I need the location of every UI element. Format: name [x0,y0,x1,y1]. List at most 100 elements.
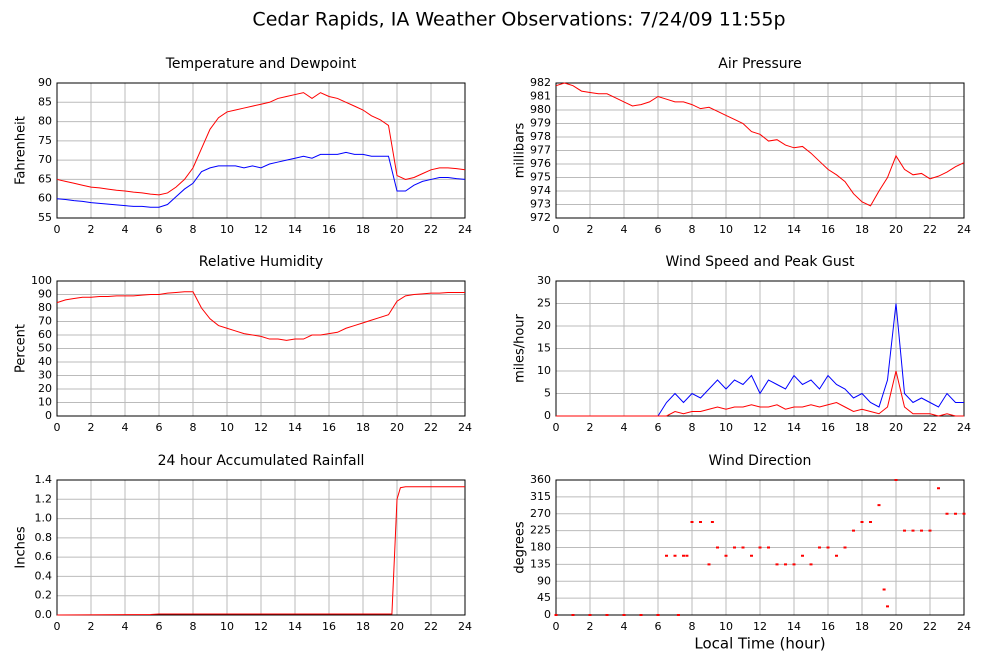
y-tick-label: 135 [530,557,551,570]
y-tick-label: 60 [38,328,52,341]
y-tick-label: 0.8 [35,531,53,544]
x-tick-label: 22 [424,421,438,434]
data-point [860,521,864,523]
data-point [809,563,813,566]
plot-frame [555,82,965,219]
y-tick-label: 976 [530,157,551,170]
x-tick-label: 6 [655,223,662,236]
plot-frame [555,479,965,616]
y-tick-label: 55 [38,211,52,224]
y-tick-label: 980 [530,103,551,116]
y-tick-label: 978 [530,130,551,143]
x-tick-label: 0 [553,223,560,236]
x-tick-label: 4 [621,620,628,633]
data-point [775,563,779,566]
data-point [835,554,838,557]
data-line [56,92,466,196]
data-line [56,486,465,616]
y-tick-label: 5 [544,387,551,400]
x-tick-label: 0 [553,620,560,633]
y-tick-label: 90 [537,574,551,587]
y-tick-label: 1.2 [35,492,53,505]
data-point [784,563,787,566]
y-tick-label: 70 [38,153,52,166]
y-tick-label: 225 [530,524,551,537]
y-axis-label: degrees [513,521,528,574]
chart-title: Temperature and Dewpoint [165,56,357,72]
x-tick-label: 4 [122,223,129,236]
x-tick-label: 2 [88,620,95,633]
x-tick-label: 22 [424,620,438,633]
data-point [818,546,821,549]
y-tick-label: 40 [38,355,52,368]
x-tick-label: 20 [390,620,404,633]
data-point [962,512,966,515]
x-tick-label: 8 [190,620,197,633]
y-tick-label: 979 [530,117,551,130]
y-tick-label: 180 [530,541,551,554]
x-tick-label: 16 [322,223,336,236]
x-tick-label: 10 [719,421,733,434]
x-tick-label: 16 [322,421,336,434]
data-point [801,554,804,557]
data-point [554,614,558,616]
x-tick-label: 16 [821,620,835,633]
y-tick-label: 972 [530,211,551,224]
x-tick-label: 12 [254,421,268,434]
y-tick-label: 0.4 [35,569,53,582]
y-axis-label: Inches [14,526,29,568]
x-tick-label: 8 [190,223,197,236]
data-point [622,614,626,616]
x-tick-label: 24 [458,421,472,434]
x-tick-label: 0 [54,421,61,434]
x-tick-label: 20 [390,421,404,434]
x-tick-label: 10 [220,421,234,434]
x-tick-label: 16 [821,223,835,236]
data-point [665,554,668,557]
x-tick-label: 18 [356,223,370,236]
y-tick-label: 10 [38,396,52,409]
y-tick-label: 20 [537,319,551,332]
x-tick-label: 22 [424,223,438,236]
y-tick-label: 60 [38,192,52,205]
y-tick-label: 70 [38,315,52,328]
y-tick-label: 270 [530,507,551,520]
x-tick-label: 16 [821,421,835,434]
y-tick-label: 1.0 [35,512,53,525]
x-tick-label: 4 [122,620,129,633]
y-tick-label: 977 [530,144,551,157]
x-tick-label: 24 [957,421,971,434]
y-tick-label: 0.0 [35,608,53,621]
plot-frame [555,280,965,417]
y-tick-label: 0.2 [35,589,53,602]
x-tick-label: 24 [957,223,971,236]
x-tick-label: 12 [753,620,767,633]
x-tick-label: 20 [889,421,903,434]
x-tick-label: 10 [220,620,234,633]
data-point [882,588,886,591]
y-tick-label: 45 [537,591,551,604]
y-tick-label: 80 [38,301,52,314]
x-tick-label: 12 [254,223,268,236]
data-point [682,554,685,557]
chart-title: Relative Humidity [199,254,323,270]
y-tick-label: 1.4 [35,473,53,486]
y-tick-label: 315 [530,490,551,503]
data-point [894,479,898,481]
x-tick-label: 8 [190,421,197,434]
y-tick-label: 90 [38,288,52,301]
x-tick-label: 14 [787,223,801,236]
x-tick-label: 4 [122,421,129,434]
x-tick-label: 2 [88,223,95,236]
x-tick-label: 24 [458,620,472,633]
data-point [733,546,736,549]
x-axis-label: Local Time (hour) [694,635,825,653]
y-tick-label: 982 [530,76,551,89]
y-tick-label: 975 [530,171,551,184]
data-point [792,563,796,566]
x-tick-label: 6 [156,620,163,633]
x-tick-label: 4 [621,421,628,434]
x-tick-label: 12 [753,421,767,434]
y-tick-label: 0 [544,608,551,621]
